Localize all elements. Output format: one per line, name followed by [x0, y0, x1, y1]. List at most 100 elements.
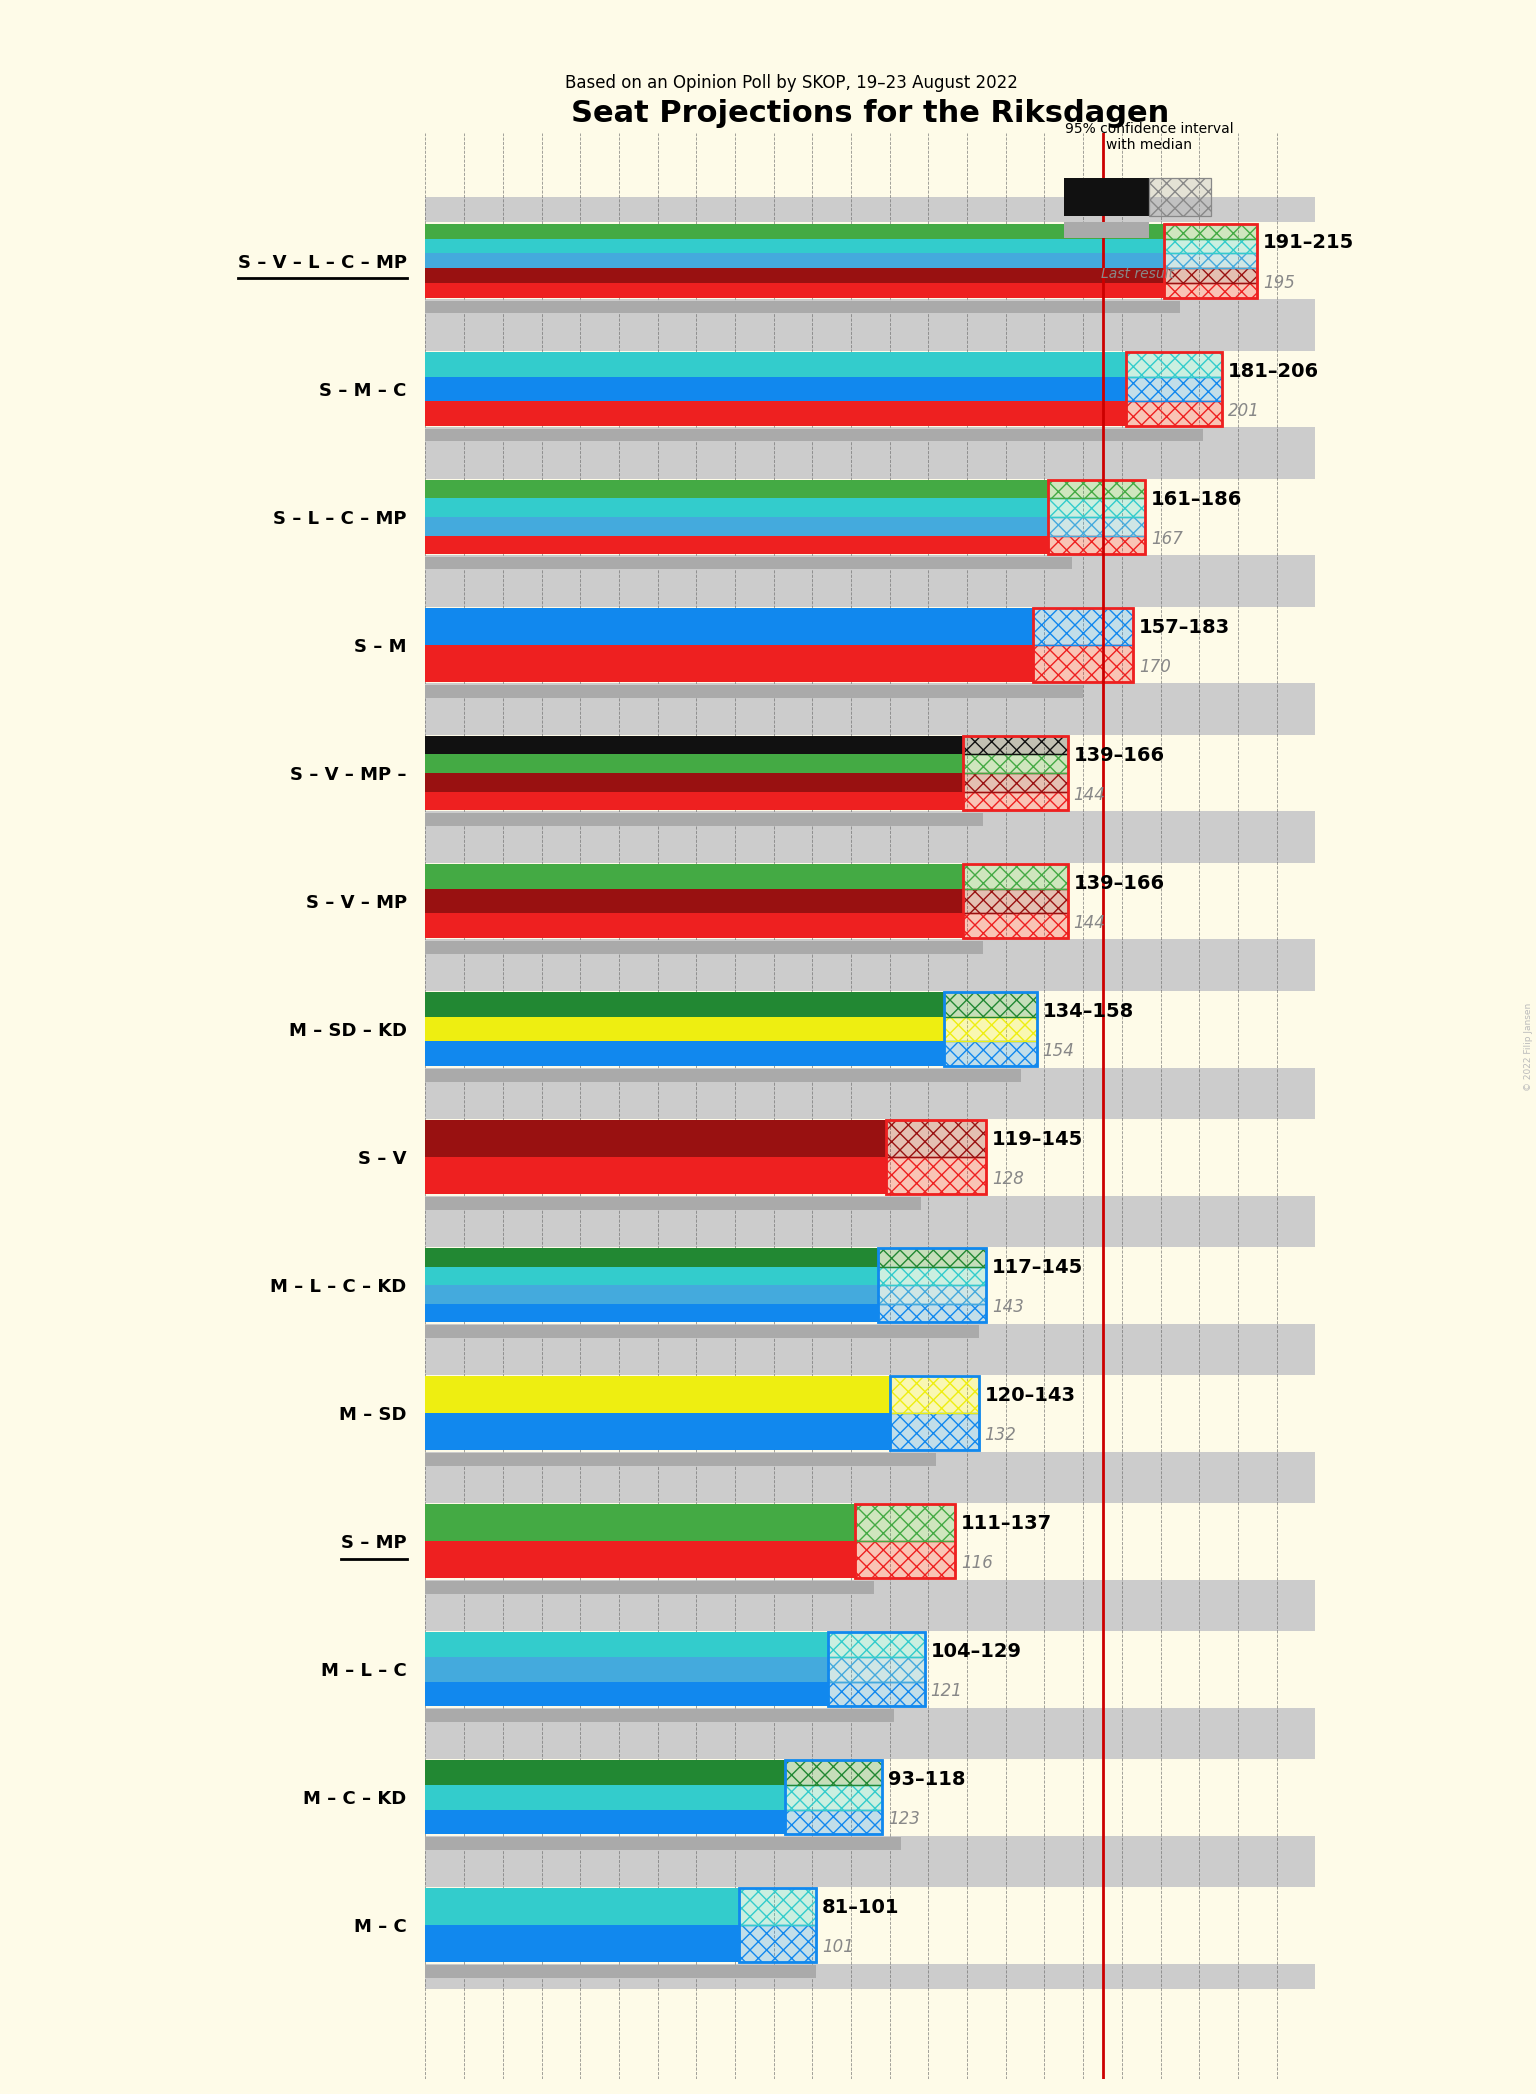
Bar [945, 993, 1037, 1066]
Bar [425, 607, 1032, 645]
Bar [1149, 178, 1210, 216]
Bar [879, 1267, 986, 1286]
Bar [425, 863, 1315, 940]
Bar [785, 1784, 882, 1809]
Bar [945, 993, 1037, 1018]
Bar [886, 1158, 986, 1194]
Bar [425, 350, 1315, 427]
Bar [425, 1541, 856, 1579]
Bar [889, 1413, 978, 1451]
Text: 144: 144 [1074, 785, 1106, 804]
Text: 139–166: 139–166 [1074, 745, 1164, 764]
Text: 119–145: 119–145 [992, 1131, 1083, 1150]
Text: 95% confidence interval
with median: 95% confidence interval with median [1064, 121, 1233, 153]
Text: 128: 128 [992, 1171, 1025, 1187]
Bar [1064, 178, 1149, 216]
Bar [1032, 645, 1134, 683]
Bar [963, 773, 1068, 792]
Bar [425, 377, 1126, 402]
Bar [785, 1784, 882, 1809]
Bar [886, 1158, 986, 1194]
Bar [425, 480, 1049, 498]
Bar [856, 1503, 955, 1579]
Text: 195: 195 [1263, 274, 1295, 291]
Bar [425, 1503, 1315, 1579]
Bar [1049, 536, 1144, 555]
Bar [425, 1120, 886, 1158]
Bar [785, 1809, 882, 1834]
Bar [945, 1041, 1037, 1066]
Bar [425, 1784, 785, 1809]
Bar [1049, 480, 1144, 498]
Bar [425, 1681, 828, 1707]
Bar [739, 1924, 816, 1962]
Bar [963, 735, 1068, 810]
Bar [879, 1286, 986, 1305]
Bar [879, 1305, 986, 1321]
Bar [1164, 253, 1258, 268]
Bar [425, 1376, 1315, 1451]
Text: 143: 143 [992, 1298, 1025, 1315]
Bar [425, 1759, 1315, 1836]
Bar [425, 1198, 920, 1210]
Bar [1049, 536, 1144, 555]
Text: 139–166: 139–166 [1074, 873, 1164, 892]
Bar [425, 607, 1315, 683]
Bar [425, 352, 1126, 377]
Bar [425, 1964, 816, 1979]
Bar [425, 1836, 902, 1849]
Bar [828, 1656, 925, 1681]
Bar [425, 1376, 889, 1413]
Bar [1032, 607, 1134, 645]
Bar [1126, 402, 1223, 425]
Bar [425, 557, 1072, 570]
Bar [425, 735, 963, 754]
Bar [425, 965, 1315, 1093]
Bar [1164, 239, 1258, 253]
Text: 123: 123 [888, 1809, 920, 1828]
Bar [1149, 178, 1210, 216]
Bar [425, 1924, 739, 1962]
Bar [1049, 498, 1144, 517]
Bar [425, 812, 983, 825]
Bar [1164, 224, 1258, 239]
Bar [1164, 283, 1258, 297]
Text: Based on an Opinion Poll by SKOP, 19–23 August 2022: Based on an Opinion Poll by SKOP, 19–23 … [565, 73, 1017, 92]
Bar [1164, 283, 1258, 297]
Bar [963, 865, 1068, 938]
Bar [425, 754, 963, 773]
Bar [889, 1413, 978, 1451]
Bar [945, 1018, 1037, 1041]
Bar [785, 1809, 882, 1834]
Text: 167: 167 [1150, 530, 1183, 549]
Bar [1164, 239, 1258, 253]
Bar [963, 735, 1068, 754]
Bar [785, 1761, 882, 1784]
Text: 191–215: 191–215 [1263, 235, 1355, 253]
Bar [425, 710, 1315, 838]
Bar [425, 1503, 856, 1541]
Bar [425, 197, 1315, 325]
Bar [425, 1286, 879, 1305]
Bar [963, 792, 1068, 810]
Bar [425, 645, 1032, 683]
Bar [425, 1862, 1315, 1989]
Bar [425, 990, 1315, 1068]
Bar [1064, 222, 1149, 239]
Bar [425, 1581, 874, 1594]
Bar [739, 1889, 816, 1962]
Bar [1049, 517, 1144, 536]
Bar [1126, 377, 1223, 402]
Bar [879, 1248, 986, 1267]
Bar [828, 1681, 925, 1707]
Text: © 2022 Filip Jansen: © 2022 Filip Jansen [1524, 1003, 1533, 1091]
Bar [879, 1305, 986, 1321]
Bar [425, 1889, 739, 1924]
Text: 132: 132 [985, 1426, 1017, 1445]
Text: 81–101: 81–101 [822, 1897, 900, 1916]
Bar [425, 239, 1164, 253]
Bar [425, 1305, 879, 1321]
Bar [889, 1376, 978, 1413]
Bar [425, 283, 1164, 297]
Bar [963, 735, 1068, 754]
